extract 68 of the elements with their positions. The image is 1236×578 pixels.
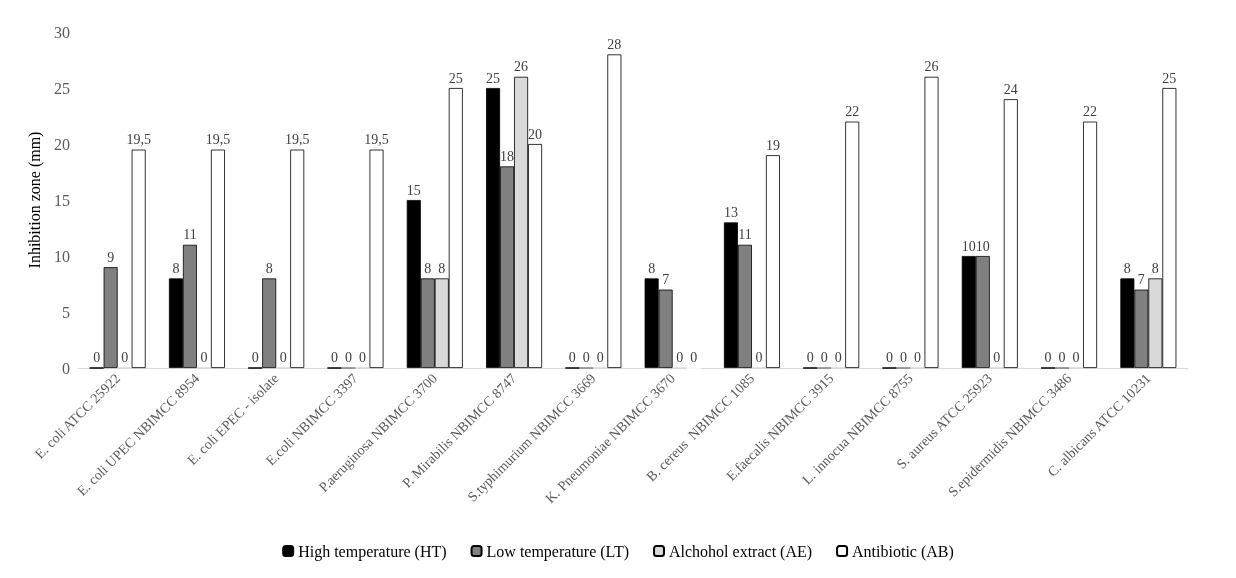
data-label: 26 [514,59,529,75]
data-label: 0 [755,350,763,365]
data-label: 0 [331,350,338,365]
data-label: 0 [596,350,604,365]
data-label: 0 [582,350,590,365]
data-label: 0 [121,350,129,365]
data-label: 0 [1044,350,1052,365]
data-label: 11 [183,227,197,243]
data-label: 0 [1072,350,1080,365]
data-label: 8 [648,260,656,276]
data-label: 19 [765,137,780,153]
y-axis-title: Inhibition zone (mm) [25,131,44,269]
data-label: 8 [438,260,446,276]
data-label: 0 [806,350,814,365]
data-label: 0 [279,350,287,365]
data-label: 8 [424,260,432,276]
data-label: 0 [886,350,893,365]
y-tick-label: 0 [62,359,70,377]
data-label: 8 [1151,260,1159,276]
data-label: 22 [845,104,860,120]
data-label: 10 [961,238,976,254]
data-label: 0 [834,350,842,365]
data-label: 0 [568,350,576,365]
data-label: 11 [738,227,752,243]
data-label: 15 [406,182,421,198]
data-label: 8 [1123,260,1131,276]
data-label: 7 [1137,272,1145,288]
y-tick-label: 25 [54,79,70,97]
y-tick-label: 10 [54,247,70,265]
data-label: 0 [345,350,352,365]
data-label: 25 [1162,70,1177,86]
legend-label: Alchohol extract (AE) [669,542,813,561]
data-label: 0 [93,350,101,365]
y-tick-label: 15 [54,191,70,209]
data-label: 0 [993,350,1001,365]
data-label: 8 [172,260,180,276]
data-label: 18 [500,148,515,164]
data-label: 19,5 [205,132,231,148]
data-label: 10 [975,238,990,254]
data-label: 13 [723,204,738,220]
data-label: 0 [200,350,208,365]
data-label: 26 [924,59,939,75]
data-label: 0 [820,350,828,365]
data-label: 22 [1083,104,1098,120]
y-tick-label: 5 [62,303,70,321]
legend-label: Low temperature (LT) [486,542,630,561]
y-tick-label: 30 [54,23,70,41]
data-label: 25 [486,70,501,86]
data-label: 9 [107,249,115,265]
data-label: 0 [251,350,259,365]
data-label: 0 [1058,350,1066,365]
data-label: 0 [690,350,698,365]
data-label: 20 [528,126,543,142]
data-label: 19,5 [364,132,389,148]
legend-label: High temperature (HT) [298,542,447,561]
data-label: 0 [359,350,366,365]
data-label: 0 [914,350,921,365]
data-label: 8 [265,260,273,276]
data-label: 0 [676,350,684,365]
data-label: 19,5 [284,132,310,148]
data-label: 25 [448,70,463,86]
data-label: 7 [662,272,670,288]
legend-label: Antibiotic (AB) [852,542,954,561]
data-label: 24 [1003,81,1018,97]
data-label: 19,5 [126,132,151,148]
y-tick-label: 20 [54,135,70,153]
data-label: 28 [607,36,622,52]
data-label: 0 [900,350,907,365]
